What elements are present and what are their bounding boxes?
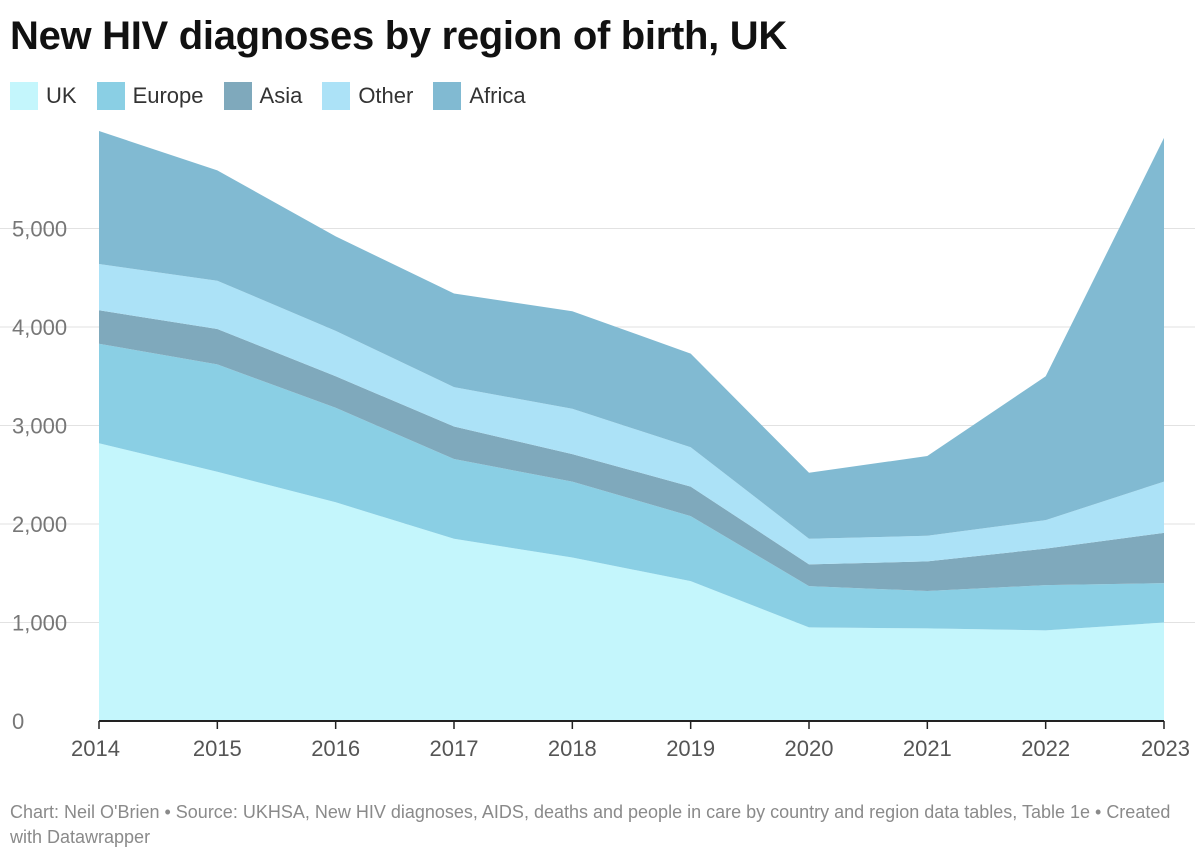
chart-title: New HIV diagnoses by region of birth, UK	[10, 14, 787, 58]
area-other	[99, 264, 1164, 565]
legend-item-uk: UK	[10, 82, 77, 110]
legend-item-other: Other	[322, 82, 413, 110]
x-tick-label: 2022	[1021, 736, 1070, 761]
legend-label-asia: Asia	[259, 83, 303, 108]
y-tick-label: 3,000	[12, 414, 67, 439]
legend-label-europe: Europe	[132, 83, 204, 108]
x-tick-label: 2019	[666, 736, 715, 761]
x-tick-label: 2023	[1141, 736, 1190, 761]
x-tick-label: 2016	[311, 736, 360, 761]
legend-swatch-asia	[223, 82, 252, 110]
legend-item-europe: Europe	[96, 82, 204, 110]
area-series	[99, 131, 1164, 721]
area-asia	[99, 310, 1164, 591]
legend-swatch-europe	[96, 82, 125, 110]
y-tick-label: 5,000	[12, 217, 67, 242]
y-tick-label: 4,000	[12, 315, 67, 340]
legend-label-uk: UK	[46, 83, 77, 108]
x-tick-label: 2021	[903, 736, 952, 761]
area-europe	[99, 343, 1164, 631]
area-africa	[99, 131, 1164, 539]
axes: 2014 2015 2016 2017 2018 2019 2020 2021 2022 2023	[71, 720, 1190, 761]
area-uk	[99, 443, 1164, 721]
chart-footer: Chart: Neil O'Brien • Source: UKHSA, New…	[10, 802, 1171, 847]
legend-swatch-other	[322, 82, 351, 110]
legend-item-asia: Asia	[223, 82, 303, 110]
x-tick-label: 2020	[785, 736, 834, 761]
y-tick-label: 2,000	[12, 512, 67, 537]
x-tick-label: 2015	[193, 736, 242, 761]
x-tick-label: 2014	[71, 736, 120, 761]
legend-item-africa: Africa	[433, 82, 526, 110]
legend-label-africa: Africa	[469, 83, 526, 108]
legend-label-other: Other	[358, 83, 414, 108]
legend-swatch-uk	[10, 82, 38, 110]
legend-swatch-africa	[433, 82, 462, 110]
y-tick-label: 1,000	[12, 611, 67, 636]
y-tick-label: 0	[12, 709, 24, 734]
x-tick-label: 2017	[430, 736, 479, 761]
x-tick-label: 2018	[548, 736, 597, 761]
chart-legend: UK Europe Asia Other Africa	[10, 82, 546, 110]
